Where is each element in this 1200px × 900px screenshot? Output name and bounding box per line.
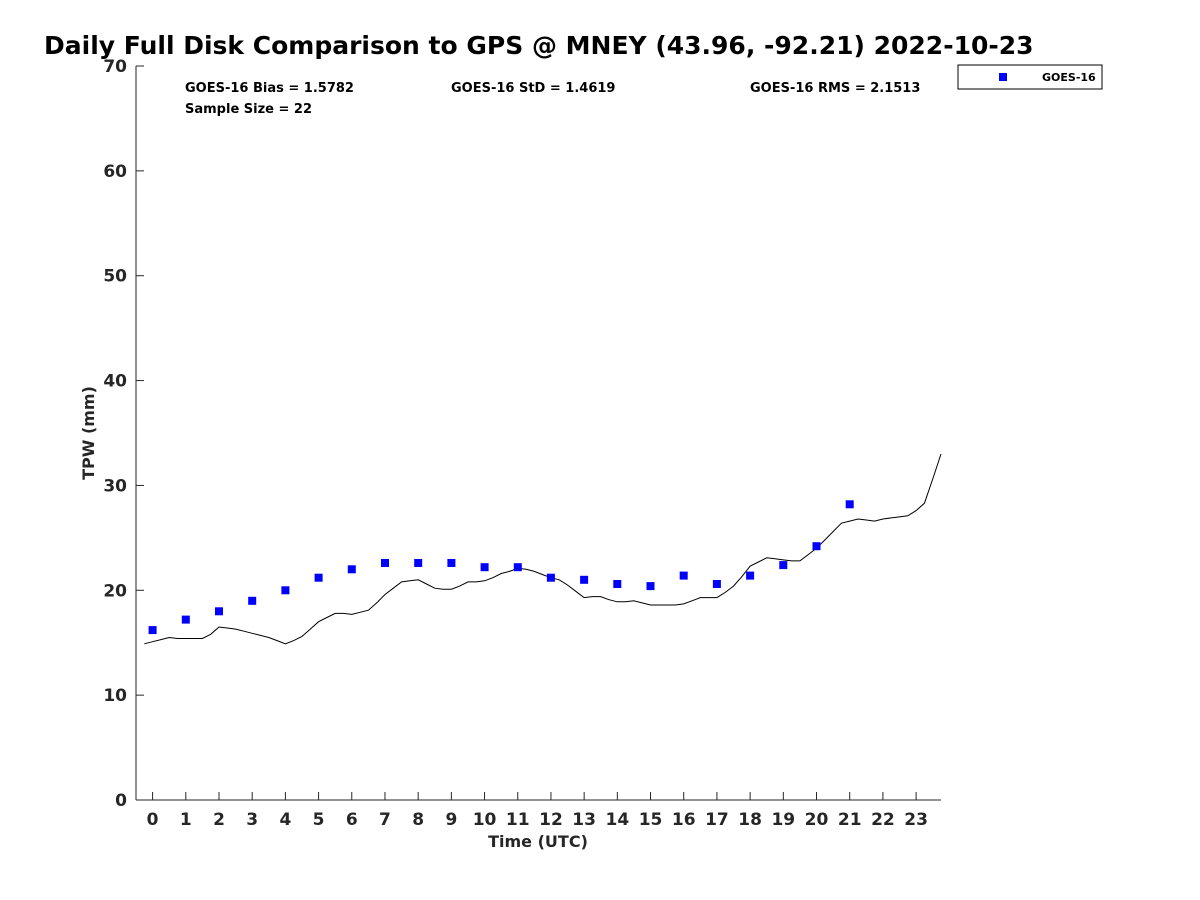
x-tick-label: 21 (838, 810, 862, 830)
gps-line (144, 453, 942, 645)
x-tick-label: 18 (738, 810, 762, 830)
x-tick-label: 12 (539, 810, 563, 830)
marker-layer (148, 500, 854, 635)
x-tick-label: 13 (572, 810, 596, 830)
x-tick-label: 23 (904, 810, 928, 830)
sample-size-stat: Sample Size = 22 (185, 102, 312, 117)
plot-area (135, 66, 941, 801)
std-stat: GOES-16 StD = 1.4619 (451, 81, 615, 96)
x-tick-label: 14 (606, 810, 630, 830)
line-layer (144, 453, 942, 645)
x-tick-label: 8 (412, 810, 424, 830)
goes16-point (513, 563, 522, 572)
goes16-point (181, 615, 190, 624)
y-axis-label: TPW (mm) (79, 386, 98, 480)
y-tick-label: 0 (115, 791, 127, 811)
goes16-point (613, 580, 622, 588)
goes16-point (447, 559, 456, 567)
stats-layer: GOES-16 Bias = 1.5782 Sample Size = 22 G… (185, 81, 920, 117)
x-tick-label: 3 (246, 810, 258, 830)
goes16-point (646, 582, 655, 591)
y-tick-label: 40 (103, 372, 127, 392)
goes16-point (779, 561, 788, 570)
goes16-point (712, 580, 721, 588)
goes16-point (248, 596, 257, 605)
legend-label: GOES-16 (1042, 71, 1096, 84)
x-tick-label: 11 (506, 810, 530, 830)
legend-box (957, 64, 1103, 90)
goes16-point (546, 573, 555, 582)
goes16-point (746, 571, 755, 580)
tick-layer: 0 1 2 3 4 5 6 7 8 9 10 11 12 13 14 15 16 17 18 19 20 21 22 2301… (103, 57, 928, 830)
x-axis-label: Time (UTC) (488, 832, 588, 851)
legend-marker (999, 73, 1007, 81)
x-tick-label: 0 (147, 810, 159, 830)
x-tick-label: 7 (379, 810, 391, 830)
goes16-point (148, 626, 157, 635)
x-tick-label: 19 (771, 810, 795, 830)
goes16-point (314, 573, 323, 582)
goes16-point (812, 542, 821, 551)
y-tick-label: 60 (103, 162, 127, 182)
y-tick-label: 20 (103, 581, 127, 601)
y-tick-label: 70 (103, 57, 127, 77)
goes16-point (480, 563, 489, 572)
goes16-point (381, 559, 389, 567)
goes16-point (679, 571, 688, 580)
legend: GOES-16 (957, 64, 1103, 90)
goes16-point (347, 565, 356, 574)
y-tick-label: 30 (103, 476, 127, 496)
x-tick-label: 20 (805, 810, 829, 830)
y-tick-label: 10 (103, 686, 127, 706)
chart-title: Daily Full Disk Comparison to GPS @ MNEY… (44, 31, 1034, 60)
goes16-point (845, 500, 854, 509)
goes16-point (580, 575, 589, 584)
x-tick-label: 5 (313, 810, 325, 830)
x-tick-label: 15 (639, 810, 663, 830)
x-tick-label: 22 (871, 810, 895, 830)
x-tick-label: 2 (213, 810, 225, 830)
y-tick-label: 50 (103, 267, 127, 287)
x-tick-label: 1 (180, 810, 192, 830)
x-tick-label: 4 (279, 810, 291, 830)
x-tick-label: 16 (672, 810, 696, 830)
rms-stat: GOES-16 RMS = 2.1513 (750, 81, 920, 96)
bias-stat: GOES-16 Bias = 1.5782 (185, 81, 354, 96)
goes16-point (414, 559, 423, 567)
x-tick-label: 6 (346, 810, 358, 830)
x-tick-label: 17 (705, 810, 729, 830)
goes16-point (215, 607, 223, 616)
x-tick-label: 9 (445, 810, 457, 830)
x-tick-label: 10 (473, 810, 497, 830)
goes16-point (281, 586, 290, 595)
